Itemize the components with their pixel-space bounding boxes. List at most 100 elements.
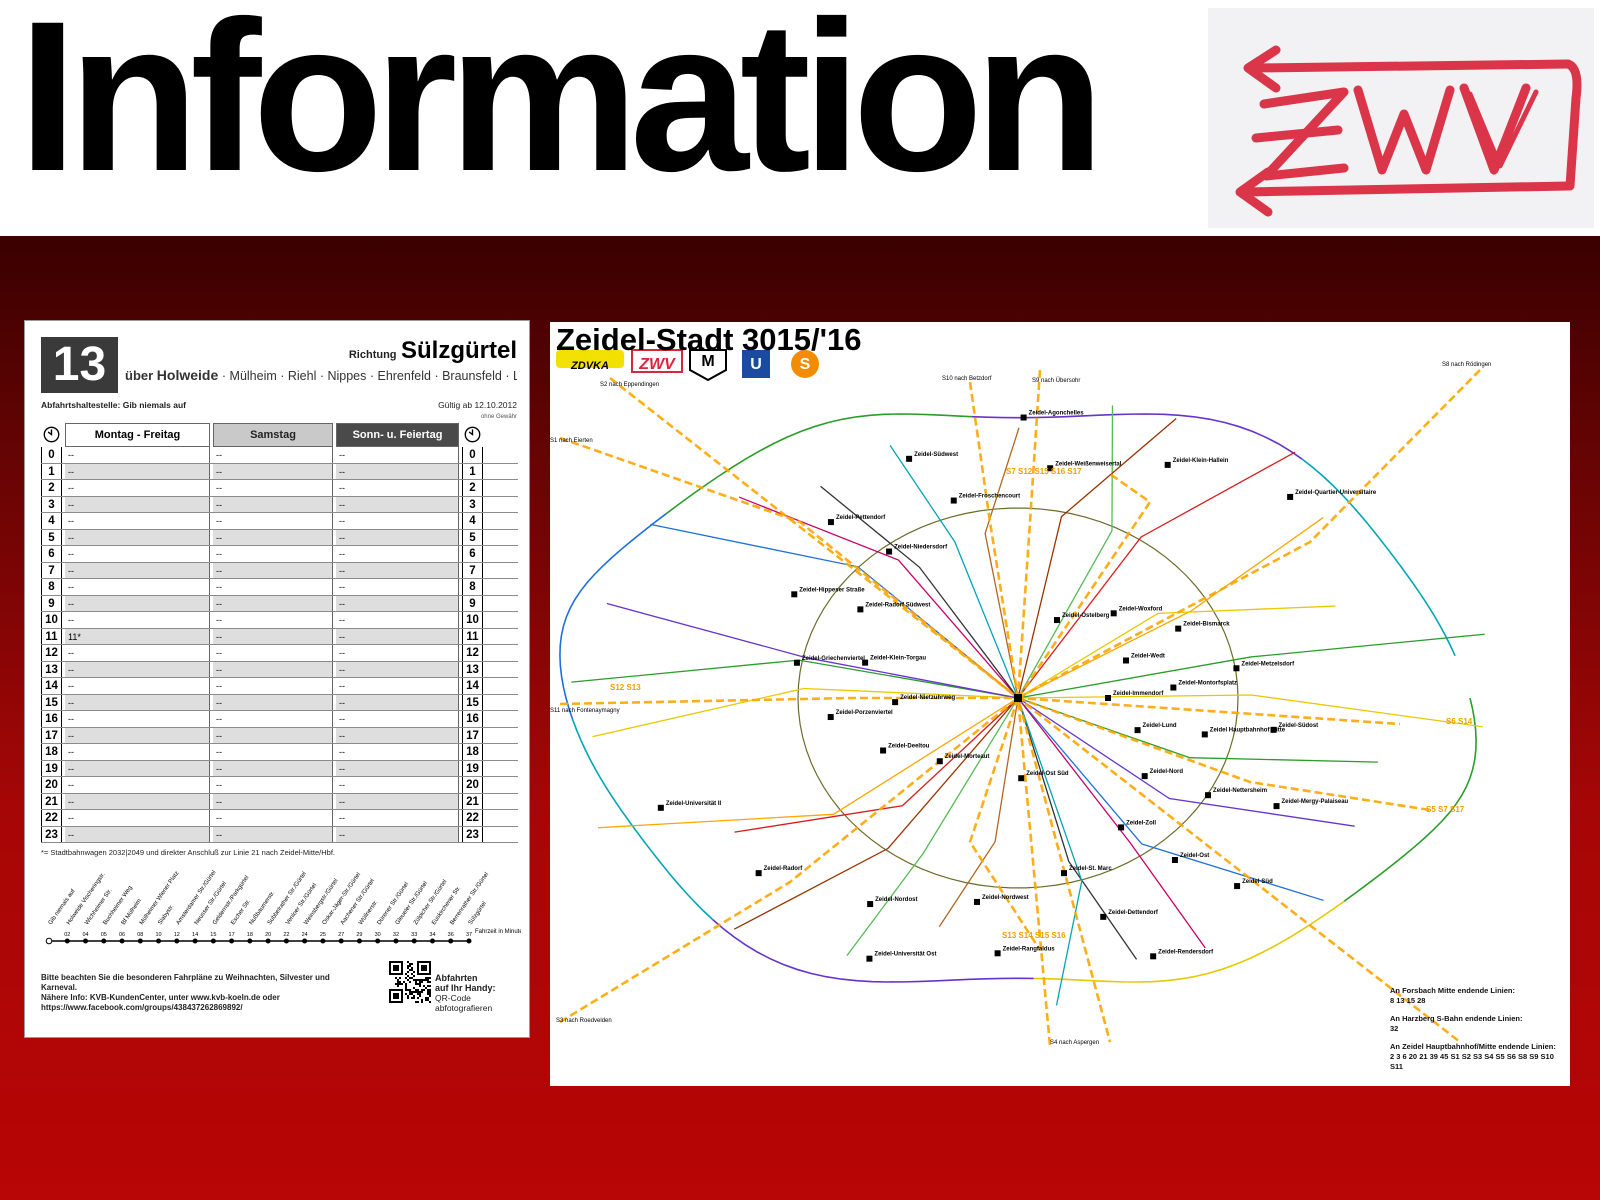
hour-cell: 11: [41, 628, 62, 644]
saturday-cell: --: [213, 546, 333, 562]
route-minute-label: 30: [375, 932, 381, 938]
sunday-cell: --: [336, 463, 459, 479]
qr-code[interactable]: [389, 961, 431, 1003]
ring-line: [666, 413, 972, 515]
tram-line: [984, 427, 1020, 699]
station-name: Zeidel-Rangfaldus: [1003, 946, 1056, 952]
weekday-cell: --: [65, 463, 210, 479]
station-marker: [1054, 617, 1061, 624]
route-stop-name: Aachener Str./Gürtel: [340, 878, 376, 926]
hour-cell: 0: [41, 447, 62, 463]
station-marker: [755, 870, 762, 877]
sunday-cell: --: [336, 694, 459, 710]
hour-cell: 7: [41, 562, 62, 578]
route-stop-dot: [156, 938, 162, 944]
station-marker: [791, 591, 798, 598]
s-bahn-line: [1017, 696, 1431, 812]
station-name: Zeidel-Rendersdorf: [1158, 949, 1214, 955]
operator-logo: ZWV: [631, 349, 683, 373]
station-marker: [857, 606, 864, 613]
operator-logo-text: S: [800, 356, 811, 373]
sunday-cell: --: [336, 661, 459, 677]
legend-block: An Harzberg S-Bahn endende Linien: 32: [1390, 1014, 1565, 1034]
station-marker: [866, 955, 873, 962]
header: Information: [0, 0, 1600, 236]
hour-cell: 22: [41, 810, 62, 826]
hour-cell: 1: [462, 463, 483, 479]
saturday-cell: --: [213, 727, 333, 743]
weekday-cell: --: [65, 744, 210, 760]
station-name: Zeidel-Woxford: [1119, 606, 1163, 612]
sunday-cell: --: [336, 645, 459, 661]
hour-cell: 15: [462, 694, 483, 710]
tram-line: [846, 697, 1019, 957]
route-stop-dot: [83, 938, 89, 944]
table-row: 18 -- -- -- 18: [41, 744, 518, 761]
hour-cell: 1: [41, 463, 62, 479]
route-stop-name: Berrenrather Str./Gürtel: [449, 872, 490, 927]
station-name: Zeidel-Hippeser Straße: [799, 587, 865, 593]
station-name: Zeidel-Südwest: [914, 452, 958, 458]
route-stop-dot: [192, 938, 198, 944]
s-bahn-terminus-label: S11 nach Fontenaymagny: [550, 708, 620, 714]
sunday-cell: --: [336, 513, 459, 529]
zwv-logo-drawing: [1235, 45, 1582, 217]
hour-cell: 11: [462, 628, 483, 644]
table-row: 15 -- -- -- 15: [41, 694, 518, 711]
station-marker: [1105, 695, 1111, 701]
tram-line: [1017, 417, 1177, 699]
route-stop-name: Dürener Str./Gürtel: [376, 881, 410, 926]
hour-cell: 13: [41, 661, 62, 677]
direction-destination: Sülzgürtel: [400, 337, 517, 364]
tram-line: [733, 697, 1019, 930]
station-name: Zeidel-Südost: [1279, 723, 1319, 729]
route-stop-name: Sülzgürtel: [468, 901, 488, 926]
sunday-cell: --: [336, 529, 459, 545]
operator-logo: M: [689, 349, 727, 382]
legend-title: An Zeidel Hauptbahnhof/Mitte endende Lin…: [1390, 1042, 1556, 1051]
hour-cell: 2: [41, 480, 62, 496]
legend-value: 32: [1390, 1024, 1399, 1033]
tram-line: [820, 485, 1019, 699]
tram-line: [1017, 517, 1324, 699]
station-name: Zeidel-Universität II: [666, 801, 722, 807]
tram-line: [597, 697, 1019, 829]
station-marker: [906, 455, 913, 462]
hour-cell: 6: [41, 546, 62, 562]
sunday-cell: --: [336, 810, 459, 826]
column-header-weekday: Montag - Freitag: [65, 423, 210, 447]
hour-cell: 4: [462, 513, 483, 529]
tram-line: [1017, 697, 1355, 827]
s-bahn-line-label: S13 S14 S15 S16: [1002, 931, 1066, 940]
hour-cell: 20: [41, 777, 62, 793]
footer-link[interactable]: https://www.facebook.com/groups/43843726…: [41, 1003, 243, 1012]
table-row: 11 11* -- -- 11: [41, 628, 518, 645]
tram-line: [1017, 633, 1485, 699]
table-row: 9 -- -- -- 9: [41, 595, 518, 612]
tram-line: [571, 659, 1019, 699]
clock-icon: [462, 423, 483, 445]
via-first-stop: Holweide: [156, 367, 219, 383]
table-row: 17 -- -- -- 17: [41, 727, 518, 744]
footer-line: Bitte beachten Sie die besonderen Fahrpl…: [41, 973, 330, 992]
station-name: Zeidel Hauptbahnhof Mitte: [1210, 727, 1286, 733]
station-name: Zeidel-Nord: [1150, 769, 1184, 775]
s-bahn-line-label: S5 S7 S17: [1426, 805, 1465, 814]
hour-cell: 15: [41, 694, 62, 710]
weekday-cell: --: [65, 793, 210, 809]
station-name: Zeidel-Niedersdorf: [894, 545, 948, 551]
saturday-cell: --: [213, 628, 333, 644]
route-stop-dot: [283, 938, 289, 944]
network-map: Zeidel-Immendorf Zeidel-Lund Zeidel-Nord Ze…: [550, 349, 1491, 1047]
route-stop-dot: [247, 938, 253, 944]
hour-cell: 21: [41, 793, 62, 809]
s-bahn-terminus-label: S2 nach Eppendingen: [600, 382, 659, 388]
weekday-cell: --: [65, 826, 210, 842]
hour-cell: 23: [462, 826, 483, 842]
station-marker: [657, 804, 664, 811]
table-row: 21 -- -- -- 21: [41, 793, 518, 810]
station-name: Zeidel-Süd: [1242, 879, 1273, 885]
page-title: Information: [18, 0, 1105, 216]
table-row: 20 -- -- -- 20: [41, 777, 518, 794]
route-minute-label: 12: [174, 932, 180, 938]
